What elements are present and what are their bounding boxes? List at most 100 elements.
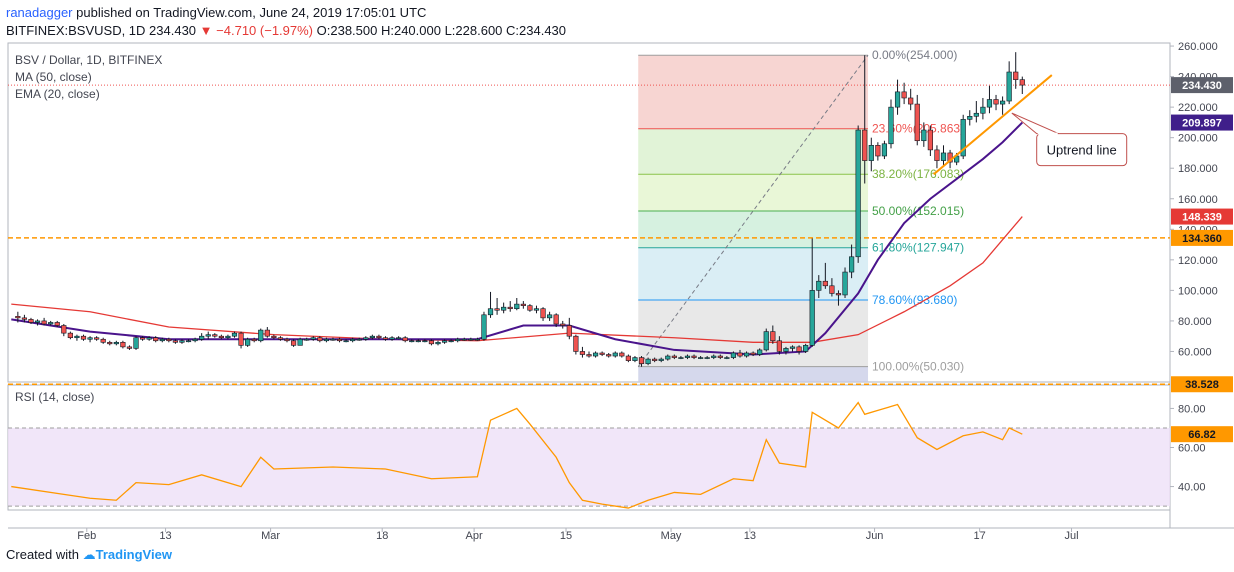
candle (803, 343, 809, 353)
candle-body (540, 308, 546, 319)
candle-body (967, 115, 973, 120)
candle-body (658, 358, 664, 361)
candle (310, 336, 316, 341)
candle (862, 55, 868, 184)
time-tick-label: May (661, 530, 682, 542)
candle-body (763, 331, 769, 351)
tradingview-logo-icon: ☁ (82, 547, 96, 562)
candle (855, 125, 861, 263)
candle-body (842, 271, 848, 296)
main-legend: BSV / Dollar, 1D, BITFINEX MA (50, close)… (15, 53, 162, 101)
candle (146, 336, 152, 341)
candle-body (100, 338, 106, 343)
horizontal-levels[interactable] (8, 237, 1170, 385)
candle-body (698, 357, 704, 359)
candle-body (350, 338, 356, 342)
candle-body (494, 308, 500, 311)
candle-body (586, 354, 592, 357)
fib-zone (638, 366, 869, 382)
candle-body (507, 306, 513, 310)
candle-body (980, 106, 986, 114)
candle (776, 336, 782, 355)
candle-body (724, 357, 730, 359)
candle-body (34, 320, 41, 323)
candle-body (422, 340, 428, 343)
candle-body (993, 99, 999, 105)
candle-body (343, 340, 349, 343)
candle (179, 339, 185, 344)
time-tick-label: 13 (744, 530, 756, 542)
candle (87, 336, 93, 343)
candle-body (1019, 79, 1025, 86)
candle (632, 356, 638, 363)
candle-body (382, 337, 389, 340)
uptrend-callout[interactable]: Uptrend line (1011, 112, 1128, 167)
price-label-bg (1171, 376, 1233, 393)
candle (527, 304, 533, 312)
candle (113, 340, 119, 346)
publish-header: ranadagger published on TradingView.com,… (6, 4, 426, 22)
candle (455, 337, 461, 343)
candle (698, 356, 704, 360)
fib-zone (638, 174, 869, 211)
candle-body (829, 285, 835, 294)
candle (271, 334, 277, 340)
fib-zone (638, 128, 869, 175)
time-axis: Feb 13 Mar 18 Apr 15 May 13 Jun 17 Jul (77, 528, 1079, 542)
fibonacci-retracement[interactable]: 0.00%(254.000)23.60%(205.863)38.20%(176.… (637, 48, 964, 382)
candle-body (914, 103, 920, 142)
candle-body (271, 335, 277, 339)
candle-body (717, 355, 723, 358)
candle (599, 351, 605, 357)
candle (166, 337, 172, 343)
candle (849, 244, 855, 279)
price-labels: 234.430 209.897 148.339 134.360 38.528 (1171, 77, 1233, 393)
price-label-level: 38.528 (1185, 379, 1219, 391)
fib-level-label: 61.80%(127.947) (872, 241, 964, 255)
candle (80, 334, 87, 341)
candle-body (822, 280, 828, 287)
candle (835, 290, 842, 306)
candle (448, 339, 454, 343)
candle-body (297, 338, 303, 346)
author-link[interactable]: ranadagger (6, 5, 73, 20)
candle-body (579, 351, 586, 355)
candle-body (678, 357, 684, 359)
candle-body (212, 334, 218, 337)
tradingview-brand[interactable]: TradingView (95, 547, 172, 562)
candle (284, 337, 290, 343)
candle-body (218, 335, 224, 339)
candle (579, 346, 586, 358)
candle (881, 140, 888, 160)
uptrend-line[interactable] (933, 74, 1053, 176)
candle-body (487, 308, 494, 316)
candle-body (468, 338, 474, 341)
main-pane (7, 42, 1171, 383)
candle (350, 337, 356, 343)
ticker-change: ▼ −4.710 (−1.97%) (199, 23, 314, 38)
candle (474, 337, 480, 341)
candle (487, 291, 494, 318)
candle-body (908, 97, 914, 105)
candle (428, 339, 435, 346)
candle (133, 336, 139, 350)
candle (376, 334, 382, 340)
rsi-indicator: 80.00 60.00 40.00 66.82 RSI (14, close) (8, 390, 1233, 509)
rsi-legend: RSI (14, close) (15, 390, 94, 404)
candle (875, 142, 881, 161)
candle-body (225, 335, 231, 339)
candle-body (665, 355, 671, 360)
footer: Created with ☁TradingView (6, 546, 172, 564)
candle-body (612, 352, 618, 357)
candle (967, 110, 973, 126)
candle-body (369, 335, 375, 339)
candle-body (61, 325, 67, 334)
price-tick-label: 180.000 (1178, 163, 1218, 175)
price-tick-label: 200.000 (1178, 133, 1218, 145)
candle-body (402, 337, 408, 342)
candle-body (28, 319, 34, 323)
price-label-ema20: 209.897 (1182, 118, 1222, 130)
candle-body (730, 352, 737, 358)
candle-body (15, 316, 21, 319)
